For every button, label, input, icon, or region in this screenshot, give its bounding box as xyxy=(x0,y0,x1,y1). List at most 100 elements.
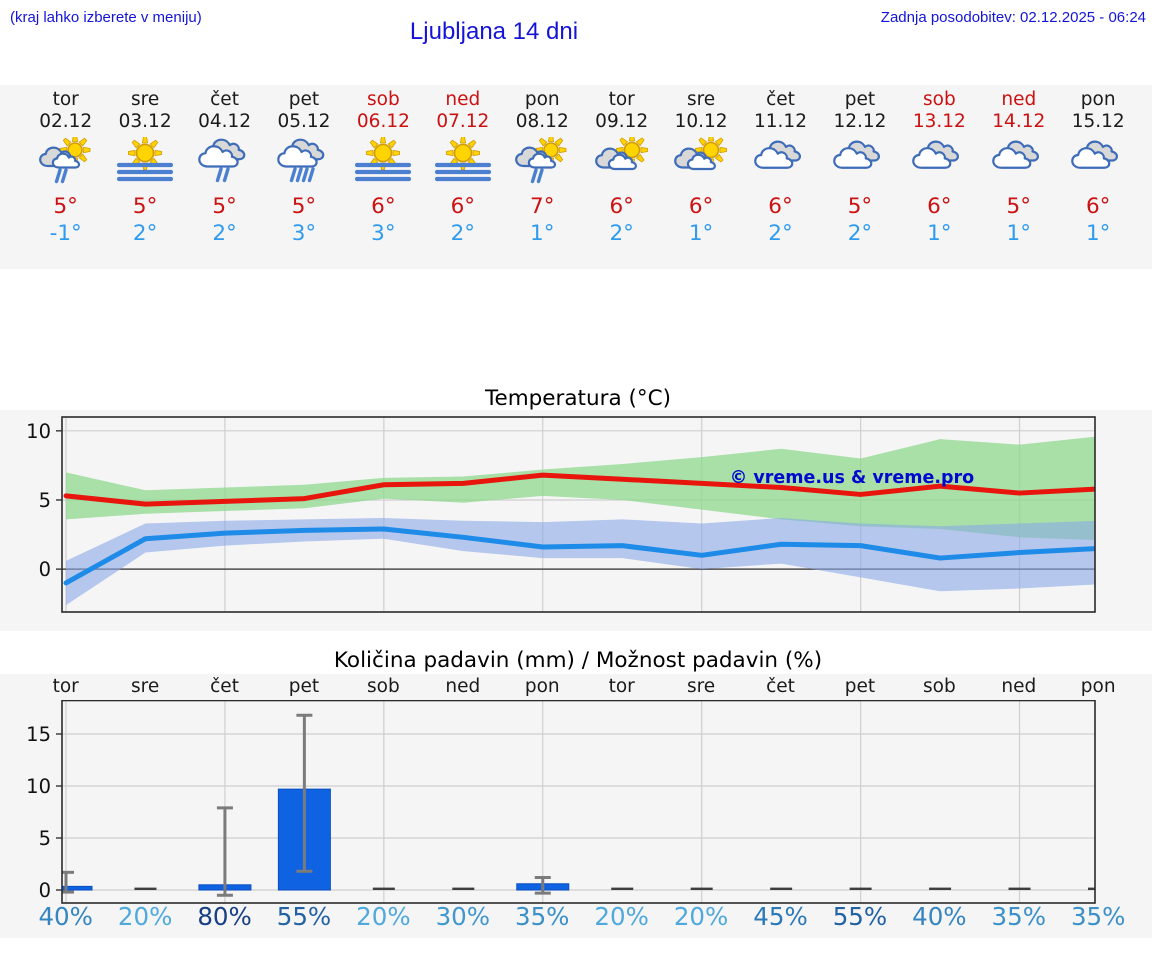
precipitation-chart: 0 5 10 15 xyxy=(26,700,1096,904)
sun-disc xyxy=(702,141,720,159)
low-temp-label: 3° xyxy=(371,221,396,246)
day-name-label: sob xyxy=(923,89,956,110)
day-name-label: pon xyxy=(1080,89,1116,110)
cloud-shape xyxy=(607,153,637,171)
precipitation-chart-background xyxy=(0,674,1152,938)
day-name-label: sre xyxy=(131,89,160,110)
high-temp-label: 5° xyxy=(847,194,873,219)
precip-probability-label: 35% xyxy=(991,902,1046,931)
precip-probability-label: 20% xyxy=(117,902,173,931)
day-name-label: pet xyxy=(844,89,876,110)
precip-zero-marker xyxy=(372,887,395,890)
cloud-rain-icon xyxy=(197,138,245,183)
rain-streak xyxy=(537,168,544,184)
precip-zero-marker xyxy=(770,887,793,890)
sun-ray xyxy=(149,139,159,149)
sun-ray xyxy=(619,137,628,147)
sun-disc xyxy=(135,143,155,163)
cloudy-icon xyxy=(833,140,880,169)
day-name-label: pon xyxy=(524,89,560,110)
day-name-label: sob xyxy=(367,89,400,110)
precip-probability-label: 20% xyxy=(356,902,411,931)
y-tick-label: 0 xyxy=(39,879,51,902)
precip-probability-label: 45% xyxy=(753,902,808,931)
rain-streak xyxy=(307,167,315,183)
precipitation-day-labels: tor sre čet pet sob ned pon tor sre čet pet sob ned p… xyxy=(0,676,1152,697)
precip-day-label: tor xyxy=(52,676,79,697)
precip-day-label: pon xyxy=(524,676,560,697)
high-temp-label: 7° xyxy=(530,194,555,219)
day-name-label: pet xyxy=(288,89,320,110)
y-tick-label: 0 xyxy=(39,558,51,581)
sun-ray xyxy=(559,146,567,154)
day-date-label: 06.12 xyxy=(356,110,410,132)
day-date-label: 10.12 xyxy=(674,110,728,132)
cloudy-icon xyxy=(753,140,801,169)
precip-probability-label: 40% xyxy=(38,902,93,931)
precip-day-label: pet xyxy=(288,676,320,697)
day-date-label: 07.12 xyxy=(436,110,490,132)
day-name-label: sre xyxy=(686,89,716,110)
low-temp-label: 1° xyxy=(1006,221,1031,246)
sun-fog-icon xyxy=(117,137,174,182)
y-tick-label: 5 xyxy=(39,489,51,512)
precip-zero-marker xyxy=(849,887,872,890)
sun-ray xyxy=(78,153,87,163)
sun-ray xyxy=(142,137,149,144)
temperature-chart: 0 5 10 © vreme.us & vreme.pro xyxy=(26,416,1096,613)
precipitation-chart-title: Količina padavin (mm) / Možnost padavin … xyxy=(333,648,823,673)
precip-probability-label: 20% xyxy=(594,902,649,931)
day-date-label: 03.12 xyxy=(118,110,172,132)
precip-day-label: tor xyxy=(608,676,635,697)
sun-ray xyxy=(380,137,387,144)
rain-streak xyxy=(215,167,223,183)
last-update-text: Zadnja posodobitev: 02.12.2025 - 06:24 xyxy=(880,9,1146,26)
rain-streak xyxy=(289,167,297,183)
high-temp-label: 5° xyxy=(291,194,317,219)
day-date-label: 04.12 xyxy=(198,110,252,132)
precip-zero-marker xyxy=(134,887,157,890)
sun-disc xyxy=(623,141,640,159)
cloud-shape xyxy=(912,147,952,169)
day-name-label: čet xyxy=(210,89,239,110)
precip-plot-border xyxy=(61,700,1096,904)
precip-probability-label: 35% xyxy=(1070,902,1126,931)
precip-day-label: pon xyxy=(1080,676,1116,697)
high-temp-label: 6° xyxy=(609,194,634,219)
precip-probability-label: 55% xyxy=(832,902,888,931)
high-temp-label: 6° xyxy=(688,194,714,219)
precip-day-label: ned xyxy=(445,676,481,697)
low-temp-label: 1° xyxy=(1085,221,1111,246)
sun-ray xyxy=(714,153,724,163)
day-date-label: 13.12 xyxy=(912,110,966,132)
sun-ray xyxy=(388,139,397,149)
sun-ray xyxy=(628,137,635,142)
precip-zero-marker xyxy=(1087,887,1095,890)
sun-disc xyxy=(374,143,393,163)
precip-zero-marker xyxy=(929,887,952,890)
sun-ray xyxy=(128,149,136,157)
precip-zero-marker xyxy=(452,887,475,890)
page-title: Ljubljana 14 dni xyxy=(409,18,579,45)
high-temp-label: 6° xyxy=(1085,194,1111,219)
sun-ray xyxy=(698,137,708,147)
sun-ray xyxy=(635,137,645,147)
precipitation-probability-row: 40% 20% 80% 55% 20% 30% 35% 20% 20% 45% 55% 40% 35% 3… xyxy=(0,902,1152,931)
low-temp-label: 2° xyxy=(212,221,237,246)
day-name-label: tor xyxy=(52,89,79,110)
cloud-shape xyxy=(991,147,1032,169)
cloudy-icon xyxy=(1071,140,1119,169)
precip-probability-label: 35% xyxy=(515,902,570,931)
high-temp-label: 5° xyxy=(212,194,237,219)
day-name-label: ned xyxy=(445,89,481,110)
cloud-shape xyxy=(753,147,793,169)
sun-ray xyxy=(62,137,72,147)
precip-day-label: sre xyxy=(131,676,160,697)
sun-ray xyxy=(154,149,163,157)
forecast-day-column: čet 04.12 5° 2° xyxy=(185,89,264,247)
precip-day-label: sre xyxy=(686,676,716,697)
sun-ray xyxy=(467,139,477,149)
forecast-day-column: tor 09.12 6° 2° xyxy=(582,89,661,247)
day-date-label: 14.12 xyxy=(992,110,1046,132)
precip-zero-marker xyxy=(1008,887,1031,890)
